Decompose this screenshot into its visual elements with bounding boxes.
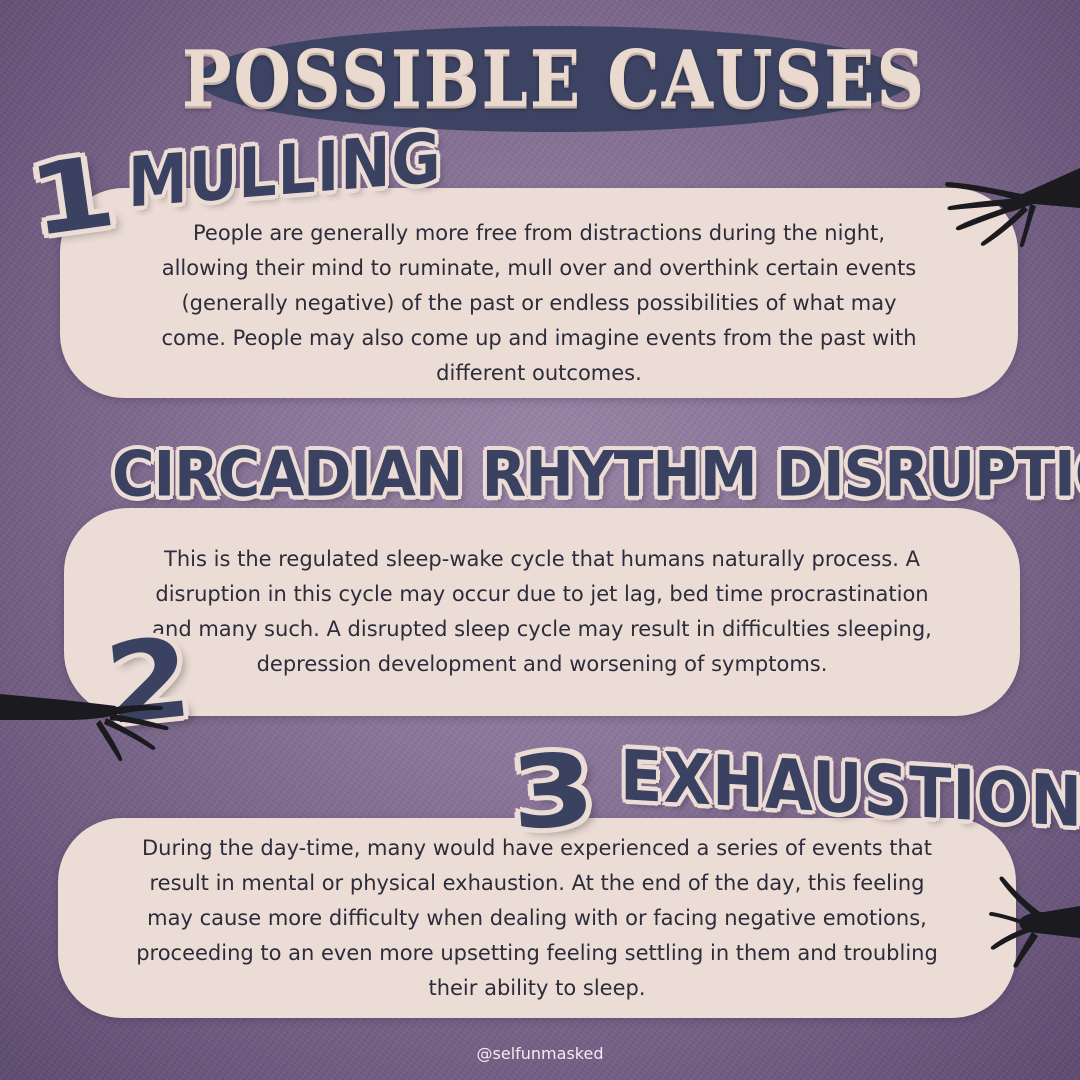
social-handle: @selfunmasked (476, 1044, 604, 1063)
section-card-2: This is the regulated sleep-wake cycle t… (64, 508, 1020, 716)
section-body-1: People are generally more free from dist… (161, 220, 917, 385)
section-card-3: During the day-time, many would have exp… (58, 818, 1016, 1018)
shadow-hand-icon (989, 876, 1080, 968)
shadow-hand-icon (945, 168, 1080, 248)
page-title: POSSIBLE CAUSES (181, 32, 927, 126)
section-body-3: During the day-time, many would have exp… (136, 835, 938, 1000)
section-number-1: 1 (21, 134, 123, 260)
section-body-2: This is the regulated sleep-wake cycle t… (152, 547, 932, 676)
section-heading-2: CIRCADIAN RHYTHM DISRUPTION (112, 437, 1080, 511)
shadow-hand-icon (0, 694, 169, 762)
section-number-3: 3 (507, 730, 599, 853)
title-banner: POSSIBLE CAUSES (182, 26, 924, 132)
section-card-1: People are generally more free from dist… (60, 188, 1018, 398)
